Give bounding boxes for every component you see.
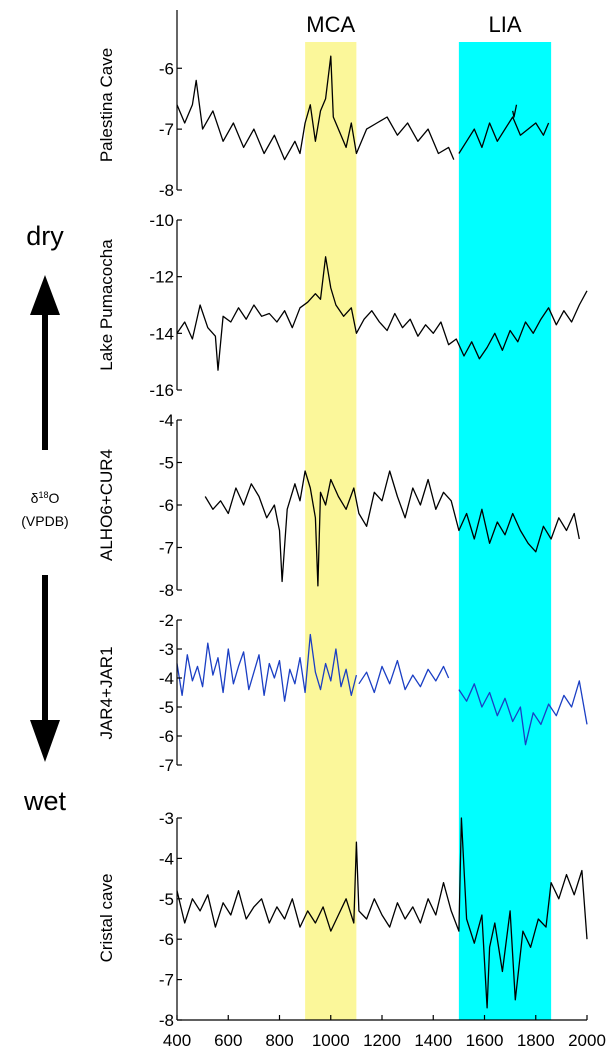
series-line-5-1 [176,817,588,1009]
series-line-4-1 [176,633,358,702]
y-tick-label: -6 [159,930,174,949]
series-line-1-2 [458,116,550,154]
panel-4: -2 -3 -4 -5 -6 -7 JAR4+JAR1 [97,611,588,775]
y-tick-label: -2 [159,611,174,630]
x-tick-label: 2000 [568,1031,606,1050]
up-arrow-icon [30,275,60,450]
x-tick-label: 1200 [363,1031,401,1050]
x-tick-label: 800 [265,1031,293,1050]
period-bands [305,42,552,1020]
series-line-4-3 [458,680,588,746]
period-band-mca [305,42,357,1020]
down-arrow-icon [30,575,60,762]
y-tick-label: -14 [149,324,174,343]
x-tick-label: 400 [163,1031,191,1050]
series-line-4-2 [358,659,450,694]
y-tick-label: -3 [159,809,174,828]
proxy-label: δ18O [31,490,60,506]
series-line-2-1 [176,256,588,371]
y-tick-label: -10 [149,211,174,230]
y-tick-label: -8 [159,181,174,200]
y-tick-label: -4 [159,669,174,688]
proxy-panels: -6 -7 -8 Palestina Cave -10 -12 -14 -16 Lake Pum… [97,10,588,1030]
y-tick-label: -4 [159,849,174,868]
y-tick-label: -3 [159,640,174,659]
dry-label: dry [26,221,64,251]
y-tick-label: -5 [159,454,174,473]
x-axis: 400 600 800 1000 1200 1400 1600 1800 2000 [163,1015,606,1050]
y-tick-label: -7 [159,120,174,139]
panel-5: -3 -4 -5 -6 -7 -8 Cristal cave [97,809,588,1030]
x-tick-label: 1000 [312,1031,350,1050]
series-line-1-1 [176,55,455,161]
x-tick-label: 1800 [517,1031,555,1050]
period-label-lia: LIA [488,12,521,37]
panel-1: -6 -7 -8 Palestina Cave [97,10,550,200]
proxy-unit: (VPDB) [21,513,68,529]
wet-label: wet [23,786,67,816]
series-line-3-1 [204,470,580,587]
series-line-1-3 [512,104,518,118]
panel-label: Cristal cave [97,874,116,963]
y-tick-label: -4 [159,411,174,430]
y-tick-label: -7 [159,539,174,558]
y-tick-label: -12 [149,268,174,287]
panel-label: Palestina Cave [97,48,116,162]
x-tick-label: 600 [214,1031,242,1050]
y-tick-label: -8 [159,581,174,600]
panel-label: Lake Pumacocha [97,239,116,371]
panel-label: ALHO6+CUR4 [97,449,116,561]
period-band-lia [458,42,552,1020]
panel-3: -4 -5 -6 -7 -8 ALHO6+CUR4 [97,411,580,600]
panel-2: -10 -12 -14 -16 Lake Pumacocha [97,211,588,400]
y-tick-label: -8 [159,1011,174,1030]
y-tick-label: -6 [159,727,174,746]
y-tick-label: -6 [159,496,174,515]
x-tick-label: 1600 [466,1031,504,1050]
side-annotation: dry δ18O (VPDB) wet [21,221,68,816]
y-tick-label: -7 [159,971,174,990]
y-tick-label: -5 [159,698,174,717]
panel-label: JAR4+JAR1 [97,646,116,739]
period-labels: MCA LIA [306,12,522,37]
y-tick-label: -5 [159,890,174,909]
y-tick-label: -7 [159,756,174,775]
y-tick-label: -16 [149,381,174,400]
period-label-mca: MCA [306,12,355,37]
y-tick-label: -6 [159,59,174,78]
x-tick-label: 1400 [414,1031,452,1050]
